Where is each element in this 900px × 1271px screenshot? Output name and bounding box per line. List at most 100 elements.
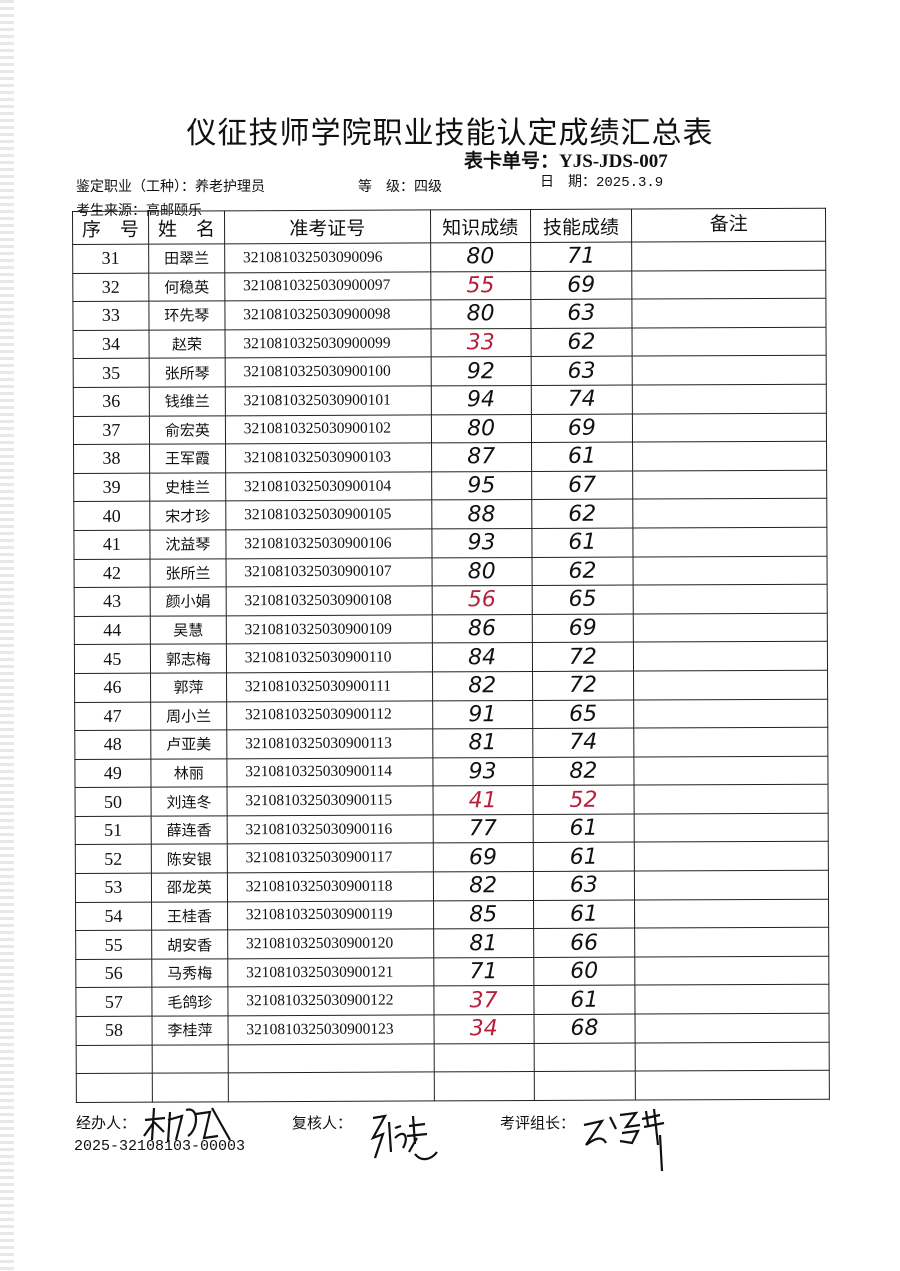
skill-score: 63 <box>530 356 633 386</box>
row-number: 32 <box>72 272 149 302</box>
skill-score: 65 <box>531 585 634 615</box>
remarks-cell <box>634 898 829 929</box>
remarks-cell <box>632 441 827 471</box>
knowledge-score: 95 <box>431 471 532 501</box>
skill-score: 63 <box>532 871 635 901</box>
knowledge-score: 94 <box>430 385 531 415</box>
exam-id: 3210810325030900107 <box>225 557 432 587</box>
knowledge-score: 41 <box>432 785 533 815</box>
candidate-name: 刘连冬 <box>150 787 227 817</box>
knowledge-score: 77 <box>432 814 533 844</box>
leader-label: 考评组长： <box>500 1114 576 1132</box>
handler-signature <box>143 1107 231 1143</box>
remarks-cell <box>632 269 826 300</box>
table-body: 31 田翠兰 321081032503090096 80 71 32 何稳英 32108103… <box>72 241 830 1103</box>
exam-id: 3210810325030900113 <box>226 729 433 759</box>
row-number: 48 <box>74 730 151 760</box>
remarks-cell <box>633 612 828 643</box>
form-number-label: 表卡单号： <box>464 150 560 172</box>
row-number: 52 <box>75 844 152 874</box>
reviewer-signature <box>370 1114 438 1161</box>
remarks-cell <box>632 326 827 357</box>
table-row: 42 张所兰 3210810325030900107 80 62 <box>74 555 828 588</box>
table-header-row: 序 号 姓 名 准考证号 知识成绩 技能成绩 备注 <box>72 208 826 245</box>
source-label: 考生来源： <box>76 203 146 219</box>
row-number: 34 <box>73 329 150 359</box>
exam-id: 3210810325030900119 <box>227 900 434 931</box>
skill-score: 63 <box>530 299 633 329</box>
skill-score: 52 <box>532 785 635 815</box>
remarks-cell <box>633 469 827 500</box>
row-number: 40 <box>73 501 150 531</box>
skill-score: 82 <box>532 756 635 786</box>
exam-id: 3210810325030900110 <box>226 643 433 673</box>
knowledge-score: 82 <box>433 871 534 901</box>
row-number: 33 <box>72 301 149 331</box>
level-value: 四级 <box>414 179 442 195</box>
reviewer-label: 复核人： <box>292 1114 353 1132</box>
skill-score: 72 <box>531 642 634 672</box>
exam-id: 3210810325030900099 <box>224 328 431 359</box>
row-number: 37 <box>73 415 150 445</box>
exam-id: 3210810325030900108 <box>225 586 432 616</box>
table-row: 38 王军霞 3210810325030900103 87 61 <box>73 441 827 474</box>
exam-id: 3210810325030900104 <box>225 471 432 502</box>
candidate-name: 马秀梅 <box>151 958 228 988</box>
remarks-cell <box>634 698 828 729</box>
empty-cell <box>433 1071 534 1101</box>
exam-id: 3210810325030900114 <box>226 757 433 788</box>
knowledge-score: 81 <box>433 928 534 958</box>
row-number: 42 <box>74 558 151 588</box>
row-number: 55 <box>75 930 152 960</box>
exam-id: 3210810325030900105 <box>225 500 432 530</box>
remarks-cell <box>634 813 829 843</box>
remarks-cell <box>634 841 829 872</box>
remarks-cell <box>634 784 829 814</box>
knowledge-score: 71 <box>433 957 534 987</box>
exam-id: 3210810325030900101 <box>225 385 432 416</box>
remarks-cell <box>634 755 829 786</box>
candidate-name: 胡安香 <box>151 930 228 960</box>
exam-id: 3210810325030900109 <box>226 614 433 645</box>
row-number: 36 <box>73 387 150 417</box>
candidate-name: 何稳英 <box>148 272 225 302</box>
empty-cell <box>228 1072 435 1102</box>
leader-signature <box>583 1108 665 1172</box>
knowledge-score: 56 <box>431 585 532 615</box>
candidate-name: 张所琴 <box>149 358 226 388</box>
knowledge-score: 93 <box>432 757 533 787</box>
remarks-cell <box>633 641 828 671</box>
col-header-name: 姓 名 <box>148 210 225 245</box>
knowledge-score: 37 <box>433 985 534 1015</box>
row-number: 41 <box>73 530 150 560</box>
table-row: 41 沈益琴 3210810325030900106 93 61 <box>73 527 828 560</box>
exam-id: 3210810325030900121 <box>227 957 434 988</box>
table-row: 50 刘连冬 3210810325030900115 41 52 <box>75 784 829 817</box>
date: 日 期：2025.3.9 <box>540 171 663 191</box>
candidate-name: 李桂萍 <box>151 1015 228 1045</box>
exam-id: 3210810325030900100 <box>224 357 431 387</box>
exam-id: 3210810325030900117 <box>227 843 434 873</box>
exam-id: 3210810325030900112 <box>226 700 433 730</box>
knowledge-score: 80 <box>430 242 531 272</box>
row-number: 57 <box>75 987 152 1017</box>
table-row: 37 俞宏英 3210810325030900102 80 69 <box>73 412 827 445</box>
row-number: 31 <box>72 244 149 274</box>
row-number: 38 <box>73 444 150 474</box>
empty-cell <box>76 1073 153 1103</box>
level-label: 等 级： <box>358 179 414 195</box>
table-row: 34 赵荣 3210810325030900099 33 62 <box>73 326 827 359</box>
empty-cell <box>533 1071 636 1101</box>
empty-cell <box>635 1041 830 1072</box>
knowledge-score: 34 <box>433 1014 534 1044</box>
row-number: 49 <box>74 758 151 788</box>
remarks-cell <box>633 670 828 700</box>
table-row: 56 马秀梅 3210810325030900121 71 60 <box>75 956 829 988</box>
skill-score: 68 <box>533 1014 636 1044</box>
remarks-cell <box>634 727 828 757</box>
skill-score: 66 <box>533 928 636 958</box>
exam-id: 3210810325030900118 <box>227 871 434 902</box>
skill-score: 62 <box>531 499 634 529</box>
occupation: 鉴定职业（工种）：养老护理员 <box>76 176 265 196</box>
skill-score: 69 <box>530 413 633 443</box>
